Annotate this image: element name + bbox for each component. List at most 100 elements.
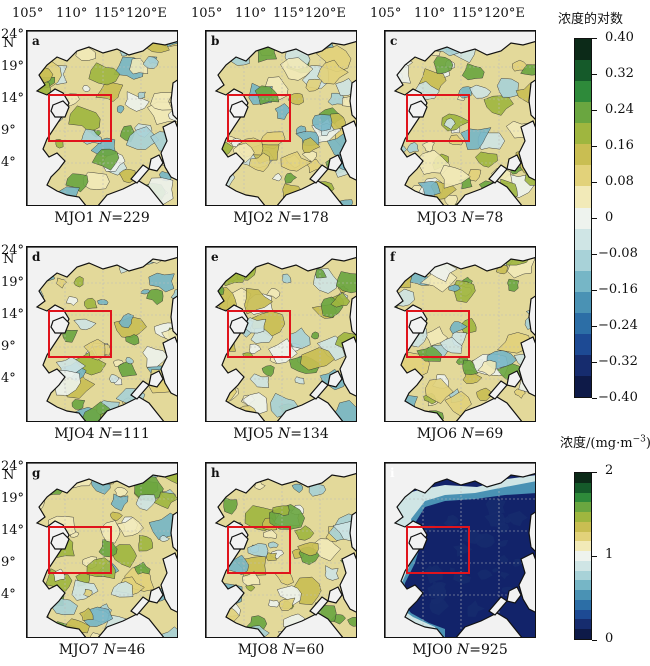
anomaly-patch xyxy=(110,581,134,598)
colorbar-swatch xyxy=(575,492,591,503)
colorbar-tick-mark xyxy=(592,218,597,219)
panel-letter: f xyxy=(390,250,396,264)
anomaly-patch xyxy=(45,568,73,596)
colorbar-top-tick: 0.24 xyxy=(605,102,634,117)
land-mainland xyxy=(27,247,177,421)
colorbar-tick-mark xyxy=(592,38,597,39)
land-taiwan xyxy=(349,295,356,336)
panel-letter: e xyxy=(211,250,219,264)
land-visayas xyxy=(506,586,522,604)
colorbar-swatch xyxy=(575,207,591,229)
latitude-label: 24° xyxy=(1,27,25,42)
anomaly-patch xyxy=(425,378,454,404)
caption-n-value: 60 xyxy=(306,642,325,658)
anomaly-patch xyxy=(324,565,339,581)
anomaly-patch xyxy=(247,543,269,558)
anomaly-patch xyxy=(71,399,86,410)
colorbar-swatch xyxy=(575,580,591,591)
caption-n-symbol: N xyxy=(278,210,291,226)
anomaly-patch xyxy=(308,482,327,497)
map-panel-i: i xyxy=(384,462,536,638)
panel-letter: i xyxy=(390,466,395,480)
study-region-box xyxy=(406,310,470,358)
caption-n-symbol: N xyxy=(278,426,291,442)
land-visayas xyxy=(148,370,164,388)
concentration-patch xyxy=(467,600,485,617)
colorbar-swatch xyxy=(575,186,591,208)
land-palawan xyxy=(488,596,508,616)
map-svg xyxy=(385,463,535,637)
longitude-label: 105° xyxy=(12,6,44,21)
colorbar-swatch xyxy=(575,629,591,640)
anomaly-patch xyxy=(467,169,482,182)
land-borneo xyxy=(97,180,165,205)
caption-phase: MJO4 xyxy=(54,426,100,442)
land-mainland xyxy=(206,247,356,421)
caption-n-symbol: N xyxy=(99,426,112,442)
caption-n-symbol: N xyxy=(461,426,474,442)
panel-caption: MJO6 N=69 xyxy=(370,426,550,442)
latitude-unit: N xyxy=(3,252,15,267)
anomaly-patch xyxy=(280,57,314,81)
colorbar-tick-mark xyxy=(592,326,597,327)
anomaly-patch xyxy=(496,78,519,98)
anomaly-patch xyxy=(291,483,304,494)
caption-n-value: 178 xyxy=(302,210,329,226)
concentration-patch xyxy=(450,567,455,573)
colorbar-tick-mark xyxy=(592,556,597,557)
anomaly-patch xyxy=(300,347,335,371)
anomaly-patch xyxy=(138,534,153,552)
longitude-label: 105° xyxy=(191,6,223,21)
longitude-label: 110° xyxy=(235,6,267,21)
anomaly-patch xyxy=(73,318,97,331)
colorbar-swatch xyxy=(575,102,591,124)
caption-equals: = xyxy=(473,210,486,226)
study-region-box xyxy=(406,526,470,574)
colorbar-tick-mark xyxy=(592,74,597,75)
colorbar-swatch xyxy=(575,541,591,552)
latitude-label: 9° xyxy=(1,339,16,354)
land-borneo xyxy=(455,612,523,637)
colorbar-swatch xyxy=(575,270,591,292)
land-visayas xyxy=(148,586,164,604)
concentration-patch xyxy=(452,543,473,557)
colorbar-top-tick: −0.16 xyxy=(598,282,638,297)
caption-phase: MJO5 xyxy=(233,426,279,442)
anomaly-patch xyxy=(439,164,471,189)
colorbar-swatch xyxy=(575,123,591,145)
land-borneo xyxy=(97,612,165,637)
study-region-box xyxy=(406,94,470,142)
anomaly-patch xyxy=(271,172,282,182)
land-borneo xyxy=(455,180,523,205)
colorbar-swatch xyxy=(575,291,591,313)
colorbar-swatch xyxy=(575,312,591,334)
land-visayas xyxy=(327,586,343,604)
land-borneo xyxy=(97,396,165,421)
colorbar-swatch xyxy=(575,560,591,571)
land-visayas xyxy=(327,154,343,172)
anomaly-patch xyxy=(274,103,291,120)
caption-equals: = xyxy=(469,642,482,658)
land-palawan xyxy=(130,164,150,184)
anomaly-patch xyxy=(134,561,151,575)
anomaly-patch xyxy=(56,277,67,289)
colorbar-swatch xyxy=(575,249,591,271)
anomaly-patch xyxy=(82,85,91,92)
map-panel-b: b xyxy=(205,30,357,206)
colorbar-swatch xyxy=(575,502,591,513)
panel-caption: MJO1 N=229 xyxy=(12,210,192,226)
panel-letter: a xyxy=(32,34,40,48)
caption-n-value: 46 xyxy=(127,642,146,658)
colorbar-bottom xyxy=(574,472,592,640)
concentration-patch xyxy=(501,586,513,593)
latitude-label: 9° xyxy=(1,123,16,138)
colorbar-tick-mark xyxy=(592,362,597,363)
longitude-label: 120°E xyxy=(126,6,167,21)
concentration-patch xyxy=(485,498,506,517)
anomaly-patch xyxy=(272,505,290,516)
longitude-label: 105° xyxy=(370,6,402,21)
latitude-label: 14° xyxy=(1,307,25,322)
colorbar-swatch xyxy=(575,228,591,250)
colorbar-swatch xyxy=(575,354,591,376)
anomaly-patch xyxy=(268,541,279,549)
